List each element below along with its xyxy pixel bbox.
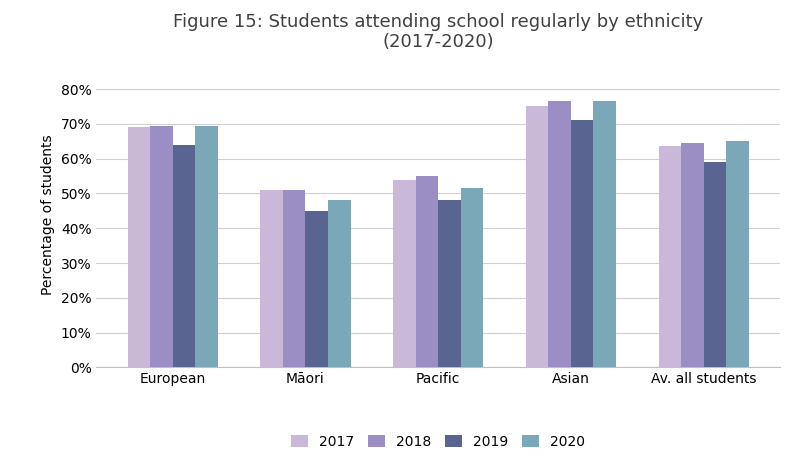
- Bar: [680, 143, 703, 367]
- Bar: [328, 200, 350, 367]
- Bar: [460, 188, 483, 367]
- Bar: [570, 121, 593, 367]
- Bar: [305, 211, 328, 367]
- Bar: [658, 146, 680, 367]
- Bar: [393, 179, 415, 367]
- Bar: [548, 101, 570, 367]
- Bar: [283, 190, 305, 367]
- Bar: [525, 106, 548, 367]
- Bar: [725, 141, 748, 367]
- Title: Figure 15: Students attending school regularly by ethnicity
(2017-2020): Figure 15: Students attending school reg…: [173, 13, 703, 51]
- Bar: [593, 101, 615, 367]
- Bar: [150, 126, 173, 367]
- Bar: [195, 126, 218, 367]
- Bar: [128, 127, 150, 367]
- Bar: [260, 190, 283, 367]
- Bar: [415, 176, 438, 367]
- Bar: [703, 162, 725, 367]
- Bar: [173, 145, 195, 367]
- Y-axis label: Percentage of students: Percentage of students: [41, 134, 55, 295]
- Legend: 2017, 2018, 2019, 2020: 2017, 2018, 2019, 2020: [286, 430, 589, 455]
- Bar: [438, 200, 460, 367]
